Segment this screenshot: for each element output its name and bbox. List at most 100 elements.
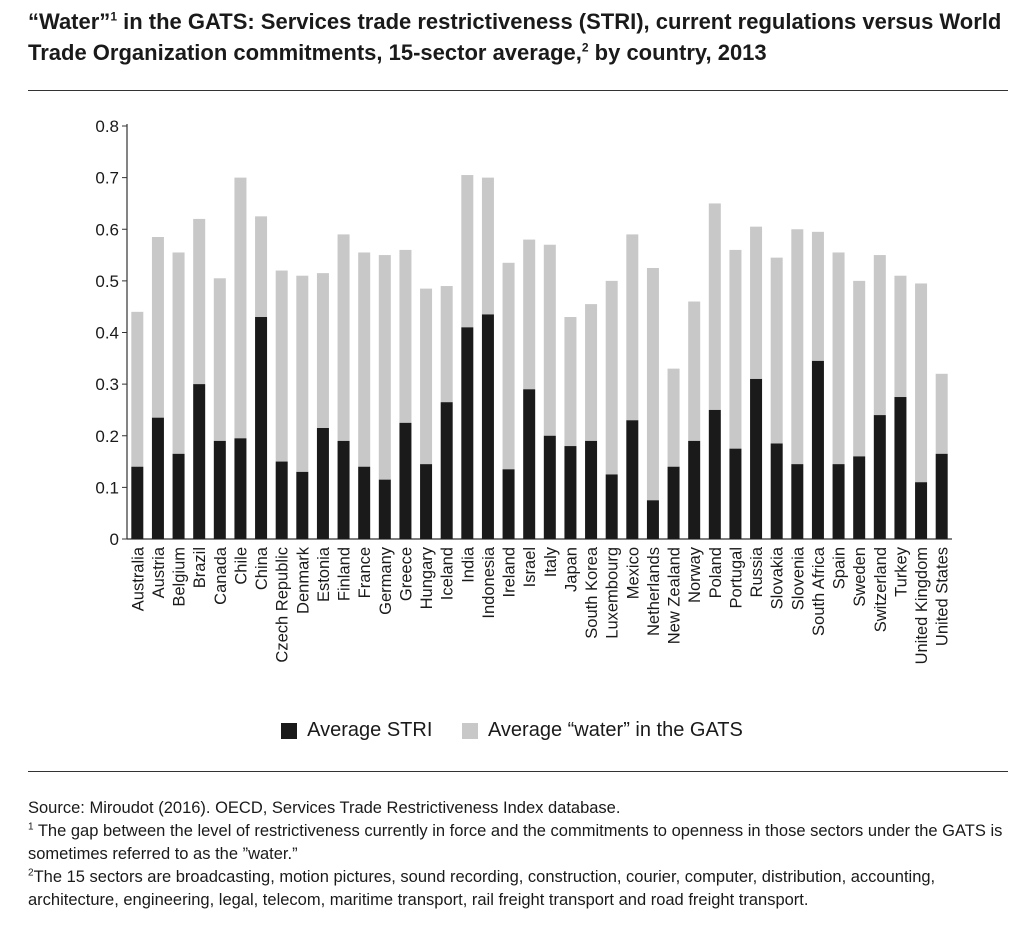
bar-water xyxy=(193,218,206,385)
x-tick-label: South Korea xyxy=(583,546,601,639)
bar-water xyxy=(688,301,701,441)
bar-water xyxy=(399,249,412,423)
x-tick-label: Czech Republic xyxy=(274,547,292,663)
bar-water xyxy=(791,229,804,465)
bar-water xyxy=(316,273,329,429)
x-tick-label: Poland xyxy=(707,547,725,598)
bar-water xyxy=(811,231,824,361)
x-tick-label: Germany xyxy=(377,546,395,615)
legend-label-stri: Average STRI xyxy=(307,719,433,741)
x-tick-label: Greece xyxy=(397,547,415,601)
bar-stri xyxy=(585,440,598,539)
footnote-2: 2The 15 sectors are broadcasting, motion… xyxy=(28,866,1013,912)
bar-stri xyxy=(172,453,185,539)
footnote-1-text: The gap between the level of restrictive… xyxy=(28,822,1003,863)
bar-water xyxy=(358,252,371,467)
bar-water xyxy=(770,257,783,444)
x-tick-label: Finland xyxy=(336,547,354,601)
bar-stri xyxy=(316,428,329,539)
bar-water xyxy=(750,226,763,379)
x-tick-label: Estonia xyxy=(315,546,333,602)
bar-stri xyxy=(564,446,577,539)
x-tick-label: China xyxy=(253,546,271,590)
x-tick-label: Slovakia xyxy=(769,546,787,609)
stacked-bar-chart: 0 0.1 0.2 0.3 0.4 0.5 0.6 0.7 0.8 Australia Austri… xyxy=(95,117,952,664)
legend-swatch-stri xyxy=(281,722,298,739)
bar-stri xyxy=(791,464,804,539)
bar-water xyxy=(213,278,226,441)
bar-stri xyxy=(708,409,721,539)
x-tick-label: Japan xyxy=(562,547,580,592)
chart-title: “Water”1 in the GATS: Services trade res… xyxy=(28,6,1008,68)
x-tick-label: Hungary xyxy=(418,546,436,609)
bar-water xyxy=(337,234,350,441)
bar-stri xyxy=(667,466,680,539)
bar-stri xyxy=(255,317,268,539)
footnote-1: 1 The gap between the level of restricti… xyxy=(28,820,1013,866)
x-tick-label: Slovenia xyxy=(789,546,807,610)
bar-water xyxy=(708,203,721,410)
bar-water xyxy=(296,275,309,472)
footnote-2-marker: 2 xyxy=(28,867,34,879)
x-tick-label: Italy xyxy=(542,546,560,577)
title-footnote-2: 2 xyxy=(581,40,589,55)
x-tick-label: Australia xyxy=(129,546,147,611)
x-tick-label: Austria xyxy=(150,546,168,598)
bar-water xyxy=(131,311,144,467)
top-divider xyxy=(28,90,1008,91)
x-tick-label: Luxembourg xyxy=(604,547,622,639)
bar-stri xyxy=(770,443,783,539)
x-tick-label: Belgium xyxy=(171,547,189,607)
x-tick-label: Russia xyxy=(748,546,766,597)
bar-stri xyxy=(440,402,453,539)
bar-stri xyxy=(646,500,659,539)
bar-water xyxy=(234,177,247,439)
bar-stri xyxy=(337,440,350,539)
title-part-3: by country, 2013 xyxy=(588,40,767,65)
x-tick-label: Switzerland xyxy=(872,547,890,632)
x-tick-label: Mexico xyxy=(624,547,642,599)
bar-water xyxy=(935,373,948,454)
x-tick-label: Spain xyxy=(831,547,849,589)
bottom-divider xyxy=(28,771,1008,772)
y-tick-label: 0.5 xyxy=(95,272,119,291)
x-tick-label: Iceland xyxy=(439,547,457,600)
x-tick-label: South Africa xyxy=(810,546,828,636)
bar-stri xyxy=(523,389,536,539)
footnote-2-text: The 15 sectors are broadcasting, motion … xyxy=(28,868,936,909)
bar-stri xyxy=(873,415,886,539)
y-tick-label: 0.7 xyxy=(95,169,119,188)
x-tick-label: Ireland xyxy=(501,547,519,597)
title-part-2: in the GATS: Services trade restrictiven… xyxy=(28,9,1002,65)
title-footnote-1: 1 xyxy=(110,9,117,24)
bar-water xyxy=(729,249,742,449)
bar-water xyxy=(585,304,598,441)
x-tick-label: New Zealand xyxy=(666,547,684,644)
bar-stri xyxy=(193,384,206,539)
bar-stri xyxy=(151,417,164,539)
x-tick-label: Indonesia xyxy=(480,546,498,618)
y-tick-label: 0 xyxy=(110,530,119,549)
x-tick-label: Brazil xyxy=(191,547,209,588)
bar-stri xyxy=(502,469,515,539)
bar-stri xyxy=(234,438,247,539)
bar-water xyxy=(151,236,164,418)
bar-water xyxy=(255,216,268,318)
bar-stri xyxy=(420,464,433,539)
bar-water xyxy=(667,368,680,467)
legend-label-water: Average “water” in the GATS xyxy=(487,719,743,741)
x-tick-label: United Kingdom xyxy=(913,547,931,664)
y-tick-label: 0.4 xyxy=(95,324,119,343)
y-tick-label: 0.6 xyxy=(95,220,119,239)
x-tick-label: India xyxy=(459,546,477,583)
bar-water xyxy=(172,252,185,454)
bar-water xyxy=(646,267,659,501)
bar-stri xyxy=(750,378,763,539)
y-tick-label: 0.2 xyxy=(95,427,119,446)
x-tick-label: Norway xyxy=(686,546,704,603)
bar-stri xyxy=(894,397,907,539)
bar-water xyxy=(832,252,845,465)
bar-water xyxy=(378,255,391,480)
bar-stri xyxy=(832,464,845,539)
legend-item-stri: Average STRI xyxy=(281,719,432,742)
